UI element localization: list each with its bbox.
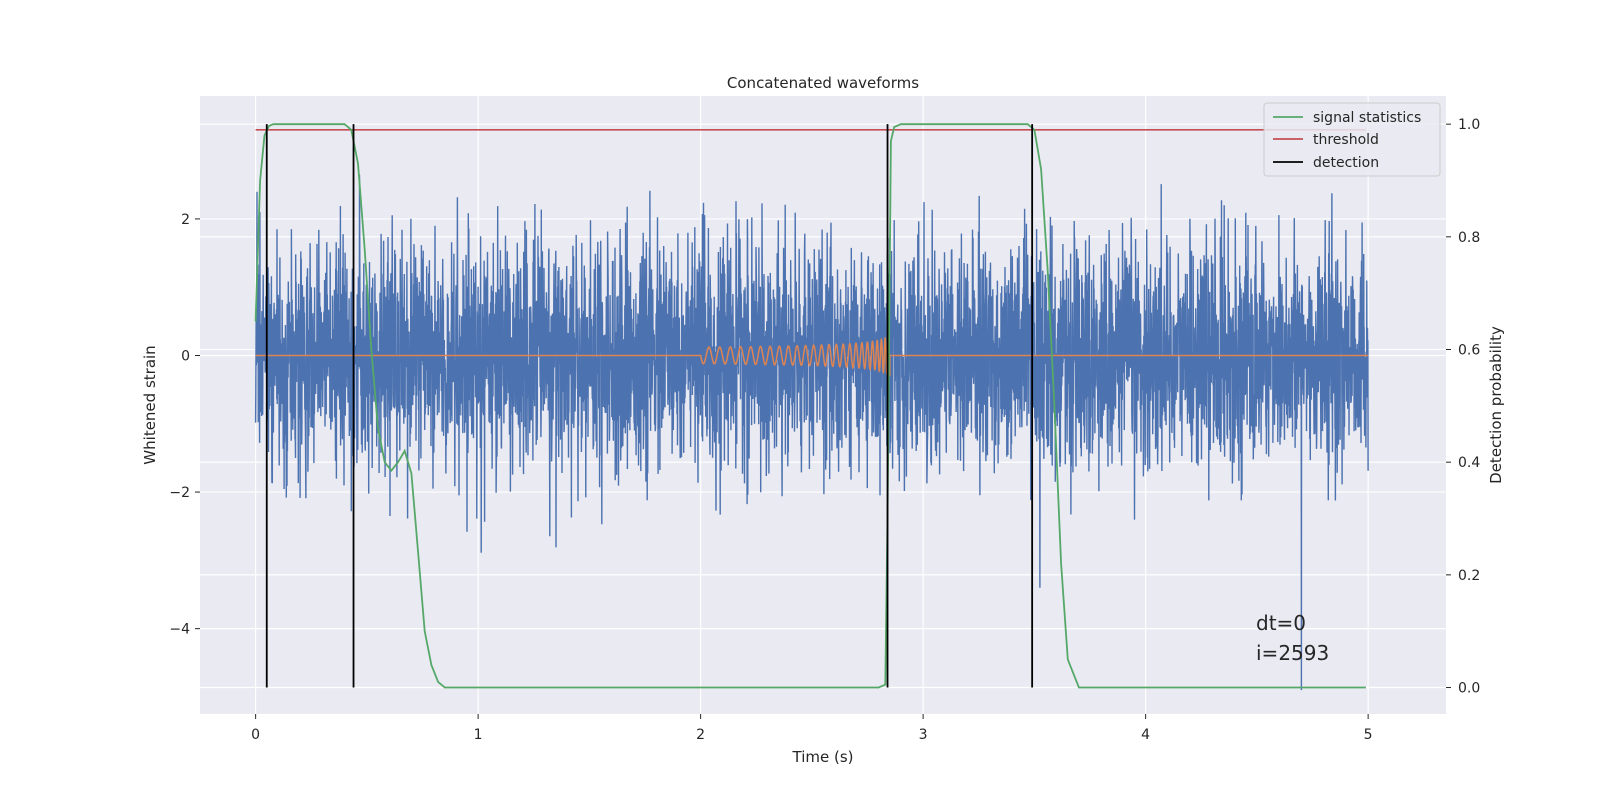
y-tick-label-left: 2 [181, 212, 190, 228]
y-tick-label-left: −4 [169, 622, 190, 638]
series-noise-line [254, 174, 1369, 691]
y-tick-label-right: 1.0 [1458, 117, 1480, 133]
chart-title: Concatenated waveforms [727, 74, 919, 92]
legend-label-stat: signal statistics [1313, 110, 1421, 126]
legend-box [1263, 102, 1441, 177]
y-tick-label-right: 0.8 [1458, 230, 1480, 246]
y-tick-label-right: 0.6 [1458, 343, 1480, 359]
legend-label-detection: detection [1313, 155, 1379, 171]
x-tick-label: 3 [919, 727, 928, 743]
legend-label-threshold: threshold [1313, 132, 1379, 148]
y-tick-label-left: 0 [181, 348, 190, 364]
annotation-i: i=2593 [1256, 641, 1329, 665]
x-tick-label: 5 [1364, 727, 1373, 743]
series-chirp-line [255, 334, 1369, 377]
y-axis-label-right: Detection probability [1487, 326, 1505, 484]
x-axis-label: Time (s) [792, 748, 854, 766]
annotation-dt: dt=0 [1256, 611, 1306, 635]
y-axis-label-left: Whitened strain [141, 345, 159, 464]
series-signal-statistics-line [254, 123, 1366, 689]
y-tick-label-right: 0.4 [1458, 455, 1480, 471]
y-tick-label-right: 0.0 [1458, 681, 1480, 697]
ticks-layer: 0 1 2 3 4 5 −4 −2 0 2 0.0 0.2 0.4 0.6 0.8 1.0 [169, 117, 1480, 743]
data-layer [254, 123, 1369, 691]
legend: signal statistics threshold detection [1263, 102, 1441, 177]
x-tick-label: 0 [251, 727, 260, 743]
x-tick-label: 4 [1141, 727, 1150, 743]
x-tick-label: 2 [696, 727, 705, 743]
x-tick-label: 1 [474, 727, 483, 743]
y-tick-label-right: 0.2 [1458, 568, 1480, 584]
y-tick-label-left: −2 [169, 485, 190, 501]
